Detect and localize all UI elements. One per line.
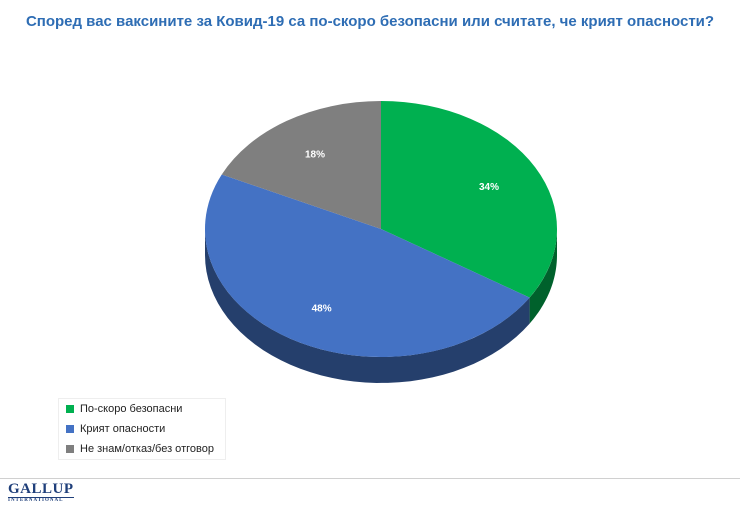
logo-main-text: GALLUP	[8, 481, 74, 497]
logo-sub-text: INTERNATIONAL	[8, 497, 74, 504]
legend-swatch	[66, 445, 74, 453]
pie-depth	[205, 229, 557, 383]
pie-data-labels: 34% 48% 18%	[305, 149, 499, 314]
footer-divider	[0, 478, 740, 479]
pie-slice-side	[205, 229, 530, 383]
gallup-logo: GALLUP INTERNATIONAL	[8, 482, 74, 504]
pie-slice	[381, 101, 558, 298]
legend-swatch	[66, 405, 74, 413]
legend-item: Не знам/отказ/без отговор	[59, 439, 225, 459]
legend-swatch	[66, 425, 74, 433]
pie-slice	[204, 174, 530, 358]
legend-label: По-скоро безопасни	[80, 403, 183, 415]
chart-legend: По-скоро безопасни Крият опасности Не зн…	[58, 398, 226, 460]
pie-data-label: 48%	[312, 304, 332, 315]
legend-item: Крият опасности	[59, 419, 225, 439]
pie-slice	[221, 101, 381, 229]
legend-label: Крият опасности	[80, 423, 166, 435]
pie-slices	[204, 101, 558, 358]
legend-label: Не знам/отказ/без отговор	[80, 443, 214, 455]
pie-slice-side	[529, 229, 557, 324]
chart-title: Според вас ваксините за Ковид-19 са по-с…	[25, 13, 715, 30]
pie-data-label: 34%	[479, 182, 499, 193]
legend-item: По-скоро безопасни	[59, 399, 225, 419]
pie-data-label: 18%	[305, 149, 325, 160]
